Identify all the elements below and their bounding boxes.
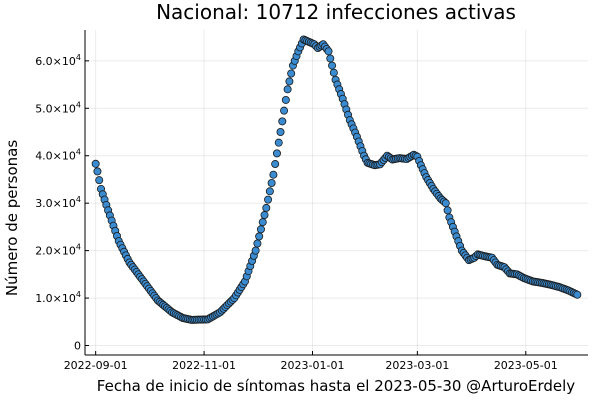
y-tick-label: 6.0×104 xyxy=(35,53,81,68)
data-point xyxy=(253,239,262,248)
data-point xyxy=(283,85,292,94)
data-point xyxy=(573,290,582,299)
data-point xyxy=(281,95,290,104)
data-point xyxy=(443,206,452,215)
y-tick-label: 4.0×104 xyxy=(35,148,81,163)
tick-labels: 2022-09-01 2022-11-01 2023-01-01 2023-03-01… xyxy=(35,53,558,372)
data-point xyxy=(269,170,278,179)
data-point xyxy=(267,179,276,188)
data-point xyxy=(276,128,285,137)
data-point xyxy=(324,47,333,56)
data-point xyxy=(326,54,335,63)
x-axis-label: Fecha de inicio de síntomas hasta el 202… xyxy=(97,377,576,395)
data-point xyxy=(285,77,294,86)
x-tick-label: 2023-03-01 xyxy=(385,359,449,372)
y-tick-label: 2.0×104 xyxy=(35,243,81,258)
data-point xyxy=(280,106,289,115)
data-point xyxy=(95,176,104,185)
x-tick-label: 2022-11-01 xyxy=(172,359,236,372)
data-point xyxy=(271,160,280,169)
chart-title: Nacional: 10712 infecciones activas xyxy=(156,0,516,24)
y-axis-label: Número de personas xyxy=(3,140,21,296)
data-point xyxy=(329,68,338,77)
grid xyxy=(85,30,588,355)
data-point xyxy=(93,167,102,176)
data-points xyxy=(91,35,582,324)
data-point xyxy=(274,138,283,147)
y-tick-label: 0 xyxy=(74,340,81,353)
data-point xyxy=(328,61,337,70)
data-point xyxy=(256,225,265,234)
y-tick-label: 5.0×104 xyxy=(35,100,81,115)
x-tick-label: 2023-01-01 xyxy=(281,359,345,372)
data-point xyxy=(278,117,287,126)
axes xyxy=(84,30,588,356)
data-point xyxy=(255,232,264,241)
data-point xyxy=(262,203,271,212)
y-tick-label: 3.0×104 xyxy=(35,195,81,210)
x-tick-label: 2023-05-01 xyxy=(494,359,558,372)
y-tick-label: 1.0×104 xyxy=(35,290,81,305)
data-point xyxy=(251,246,260,255)
data-point xyxy=(258,218,267,227)
data-point xyxy=(265,187,274,196)
data-point xyxy=(91,159,100,168)
data-point xyxy=(272,149,281,158)
data-point xyxy=(441,199,450,208)
x-tick-label: 2022-09-01 xyxy=(64,359,128,372)
data-point xyxy=(287,69,296,78)
data-point xyxy=(264,195,273,204)
data-point xyxy=(260,211,269,220)
